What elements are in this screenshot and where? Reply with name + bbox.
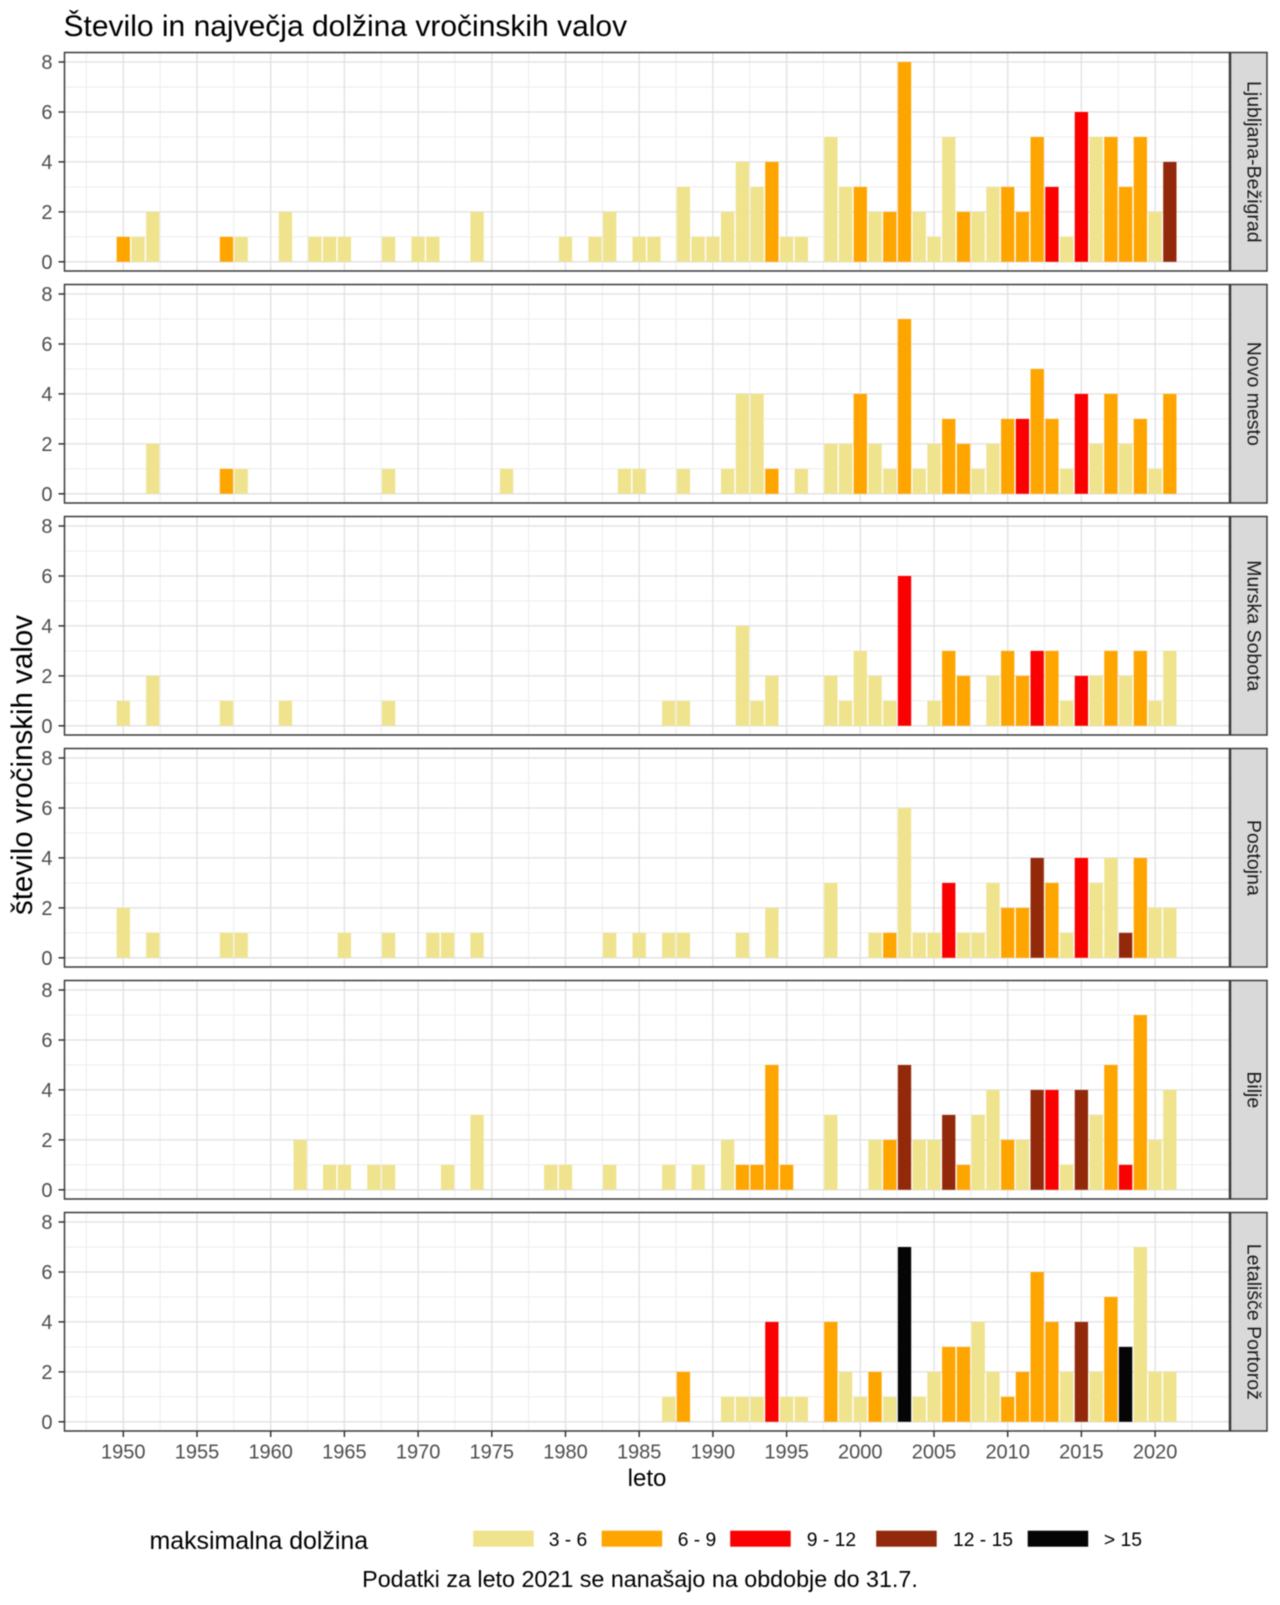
svg-text:1965: 1965 bbox=[322, 1442, 367, 1464]
svg-text:6: 6 bbox=[41, 102, 52, 124]
svg-text:Murska Sobota: Murska Sobota bbox=[1243, 560, 1265, 691]
svg-text:6 - 9: 6 - 9 bbox=[678, 1530, 717, 1551]
svg-text:1975: 1975 bbox=[470, 1442, 515, 1464]
svg-text:Bilje: Bilje bbox=[1243, 1071, 1265, 1108]
svg-text:4: 4 bbox=[41, 384, 52, 406]
svg-text:1995: 1995 bbox=[764, 1442, 809, 1464]
svg-text:6: 6 bbox=[41, 566, 52, 588]
svg-text:8: 8 bbox=[41, 52, 52, 74]
svg-text:2: 2 bbox=[41, 666, 52, 688]
svg-text:8: 8 bbox=[41, 748, 52, 770]
svg-text:Letališče Portorož: Letališče Portorož bbox=[1243, 1244, 1265, 1400]
svg-text:2: 2 bbox=[41, 898, 52, 920]
svg-text:8: 8 bbox=[41, 980, 52, 1002]
svg-text:9 - 12: 9 - 12 bbox=[807, 1530, 856, 1551]
svg-text:6: 6 bbox=[41, 334, 52, 356]
svg-text:1985: 1985 bbox=[617, 1442, 662, 1464]
svg-text:> 15: > 15 bbox=[1104, 1530, 1142, 1551]
svg-text:0: 0 bbox=[41, 252, 52, 274]
svg-text:2020: 2020 bbox=[1133, 1442, 1178, 1464]
svg-text:2: 2 bbox=[41, 1130, 52, 1152]
svg-text:Število in največja dolžina vr: Število in največja dolžina vročinskih v… bbox=[64, 9, 628, 43]
svg-text:2: 2 bbox=[41, 202, 52, 224]
svg-text:12 - 15: 12 - 15 bbox=[953, 1530, 1013, 1551]
svg-text:1970: 1970 bbox=[396, 1442, 441, 1464]
svg-text:4: 4 bbox=[41, 1080, 52, 1102]
svg-text:2010: 2010 bbox=[985, 1442, 1030, 1464]
svg-text:1950: 1950 bbox=[101, 1442, 146, 1464]
svg-text:maksimalna dolžina: maksimalna dolžina bbox=[150, 1527, 369, 1555]
svg-text:0: 0 bbox=[41, 484, 52, 506]
svg-text:2000: 2000 bbox=[838, 1442, 883, 1464]
svg-text:1980: 1980 bbox=[543, 1442, 588, 1464]
svg-text:Ljubljana-Bežigrad: Ljubljana-Bežigrad bbox=[1243, 81, 1265, 243]
svg-text:0: 0 bbox=[41, 948, 52, 970]
svg-text:2005: 2005 bbox=[912, 1442, 957, 1464]
svg-text:6: 6 bbox=[41, 1262, 52, 1284]
svg-text:1990: 1990 bbox=[691, 1442, 736, 1464]
svg-text:1955: 1955 bbox=[175, 1442, 220, 1464]
svg-text:Novo mesto: Novo mesto bbox=[1243, 342, 1265, 446]
svg-text:8: 8 bbox=[41, 284, 52, 306]
svg-text:0: 0 bbox=[41, 1412, 52, 1434]
svg-text:0: 0 bbox=[41, 716, 52, 738]
svg-text:2015: 2015 bbox=[1059, 1442, 1104, 1464]
svg-text:0: 0 bbox=[41, 1180, 52, 1202]
svg-text:2: 2 bbox=[41, 434, 52, 456]
svg-text:4: 4 bbox=[41, 152, 52, 174]
svg-text:3 - 6: 3 - 6 bbox=[549, 1530, 588, 1551]
svg-text:8: 8 bbox=[41, 1212, 52, 1234]
svg-text:8: 8 bbox=[41, 516, 52, 538]
svg-text:Podatki za leto 2021 se nanaša: Podatki za leto 2021 se nanašajo na obdo… bbox=[362, 1566, 918, 1592]
svg-text:4: 4 bbox=[41, 1312, 52, 1334]
svg-text:1960: 1960 bbox=[248, 1442, 293, 1464]
svg-text:4: 4 bbox=[41, 848, 52, 870]
svg-text:4: 4 bbox=[41, 616, 52, 638]
svg-text:Postojna: Postojna bbox=[1243, 820, 1265, 896]
svg-text:6: 6 bbox=[41, 798, 52, 820]
svg-text:6: 6 bbox=[41, 1030, 52, 1052]
svg-text:število vročinskih valov: število vročinskih valov bbox=[6, 615, 39, 915]
svg-text:2: 2 bbox=[41, 1362, 52, 1384]
svg-text:leto: leto bbox=[628, 1465, 667, 1492]
